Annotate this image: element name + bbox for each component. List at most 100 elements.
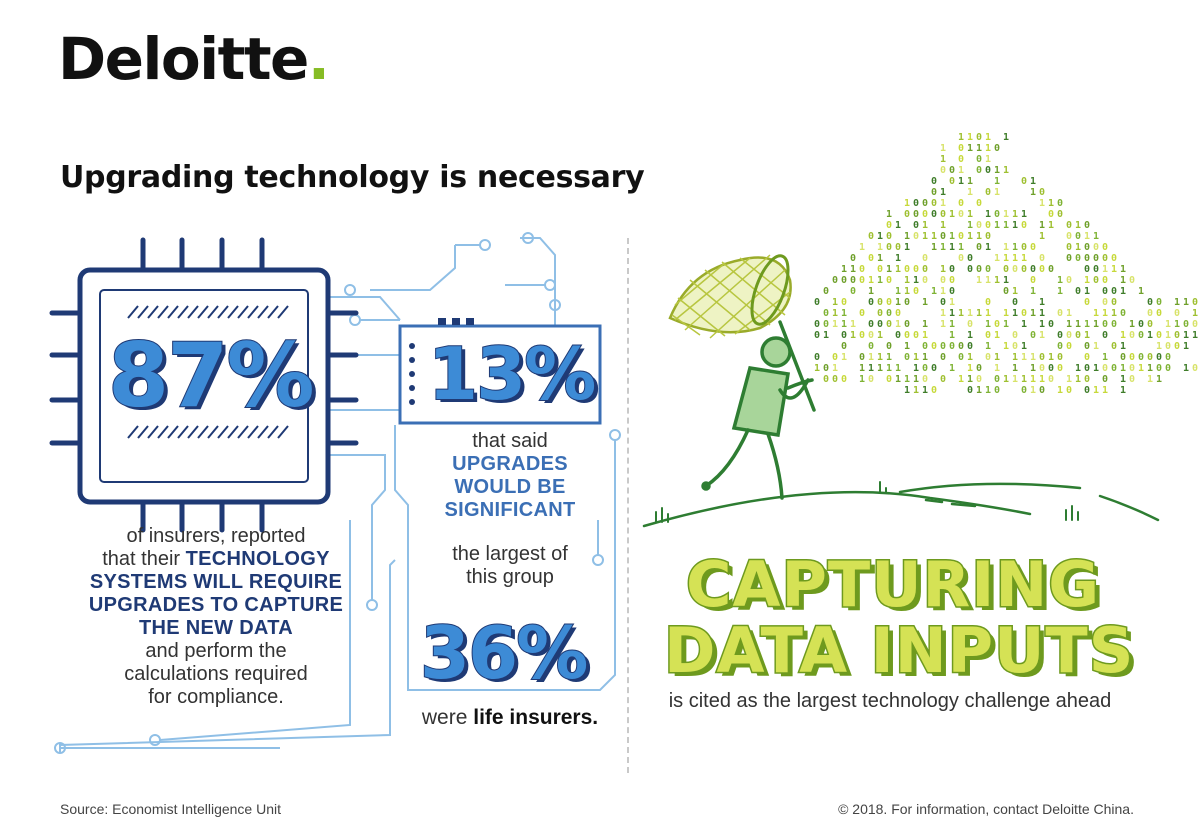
svg-text:1: 1 xyxy=(949,363,955,374)
stat-box-icon xyxy=(398,318,602,425)
svg-text:0: 0 xyxy=(1003,264,1009,275)
svg-text:0: 0 xyxy=(814,330,820,341)
svg-text:0: 0 xyxy=(1093,264,1099,275)
svg-text:1: 1 xyxy=(922,319,928,330)
svg-text:1: 1 xyxy=(1075,242,1081,253)
svg-text:1: 1 xyxy=(895,363,901,374)
svg-text:1: 1 xyxy=(868,363,874,374)
svg-text:1: 1 xyxy=(940,143,946,154)
svg-text:1: 1 xyxy=(1057,385,1063,396)
svg-text:1: 1 xyxy=(994,220,1000,231)
svg-text:1: 1 xyxy=(1165,319,1171,330)
svg-text:0: 0 xyxy=(1129,275,1135,286)
svg-text:0: 0 xyxy=(859,308,865,319)
svg-text:0: 0 xyxy=(1138,319,1144,330)
svg-text:1: 1 xyxy=(850,264,856,275)
svg-text:1: 1 xyxy=(904,385,910,396)
svg-text:0: 0 xyxy=(913,198,919,209)
svg-text:1: 1 xyxy=(1093,385,1099,396)
svg-text:1: 1 xyxy=(1093,308,1099,319)
svg-text:0: 0 xyxy=(1012,330,1018,341)
svg-text:0: 0 xyxy=(949,275,955,286)
svg-text:1: 1 xyxy=(1165,330,1171,341)
logo-dot: . xyxy=(307,25,330,93)
svg-text:1: 1 xyxy=(1003,220,1009,231)
svg-text:1: 1 xyxy=(895,264,901,275)
svg-text:1: 1 xyxy=(1120,374,1126,385)
svg-text:1: 1 xyxy=(1012,352,1018,363)
svg-text:1: 1 xyxy=(976,143,982,154)
svg-text:1: 1 xyxy=(877,253,883,264)
svg-text:1: 1 xyxy=(1075,220,1081,231)
svg-text:1: 1 xyxy=(904,198,910,209)
svg-text:1: 1 xyxy=(931,286,937,297)
svg-text:0: 0 xyxy=(1066,341,1072,352)
svg-text:1: 1 xyxy=(841,264,847,275)
svg-text:1: 1 xyxy=(1084,286,1090,297)
svg-text:0: 0 xyxy=(1129,352,1135,363)
svg-text:1: 1 xyxy=(940,220,946,231)
svg-text:0: 0 xyxy=(823,286,829,297)
svg-text:1: 1 xyxy=(895,374,901,385)
svg-text:0: 0 xyxy=(1030,275,1036,286)
svg-text:1: 1 xyxy=(832,297,838,308)
source-note: Source: Economist Intelligence Unit xyxy=(60,801,281,817)
svg-text:0: 0 xyxy=(1057,330,1063,341)
svg-text:1: 1 xyxy=(913,275,919,286)
svg-text:1: 1 xyxy=(1120,275,1126,286)
svg-text:0: 0 xyxy=(832,275,838,286)
svg-text:0: 0 xyxy=(1012,341,1018,352)
svg-text:0: 0 xyxy=(1093,242,1099,253)
svg-text:1: 1 xyxy=(1030,308,1036,319)
svg-text:0: 0 xyxy=(985,220,991,231)
svg-text:1: 1 xyxy=(1003,165,1009,176)
svg-text:0: 0 xyxy=(877,319,883,330)
svg-text:0: 0 xyxy=(967,319,973,330)
svg-text:1: 1 xyxy=(1039,198,1045,209)
svg-text:0: 0 xyxy=(904,352,910,363)
svg-text:1: 1 xyxy=(1012,253,1018,264)
svg-text:0: 0 xyxy=(940,374,946,385)
svg-text:0: 0 xyxy=(1156,308,1162,319)
svg-text:0: 0 xyxy=(1174,308,1180,319)
svg-text:1: 1 xyxy=(967,132,973,143)
svg-text:0: 0 xyxy=(868,297,874,308)
svg-text:0: 0 xyxy=(886,308,892,319)
svg-text:1: 1 xyxy=(1102,352,1108,363)
svg-text:0: 0 xyxy=(922,341,928,352)
svg-text:1: 1 xyxy=(823,330,829,341)
svg-text:1: 1 xyxy=(1174,297,1180,308)
stat-87-description: of insurers, reported that their TECHNOL… xyxy=(88,525,344,708)
svg-text:1: 1 xyxy=(1021,352,1027,363)
svg-text:1: 1 xyxy=(922,231,928,242)
svg-text:0: 0 xyxy=(886,319,892,330)
svg-text:1: 1 xyxy=(913,385,919,396)
capturing-heading: CAPTURING xyxy=(684,548,1101,621)
svg-text:0: 0 xyxy=(931,187,937,198)
svg-text:0: 0 xyxy=(913,220,919,231)
svg-text:1: 1 xyxy=(1003,374,1009,385)
svg-text:1: 1 xyxy=(1021,374,1027,385)
svg-text:1: 1 xyxy=(994,352,1000,363)
svg-text:0: 0 xyxy=(931,341,937,352)
svg-text:0: 0 xyxy=(1111,319,1117,330)
svg-text:1: 1 xyxy=(1102,308,1108,319)
svg-text:0: 0 xyxy=(1057,209,1063,220)
svg-text:0: 0 xyxy=(1048,264,1054,275)
svg-text:1: 1 xyxy=(976,275,982,286)
svg-text:0: 0 xyxy=(1102,363,1108,374)
svg-text:0: 0 xyxy=(1156,330,1162,341)
svg-text:1: 1 xyxy=(1030,187,1036,198)
svg-text:0: 0 xyxy=(958,154,964,165)
svg-text:1: 1 xyxy=(859,374,865,385)
svg-text:1: 1 xyxy=(958,176,964,187)
svg-text:1: 1 xyxy=(1030,374,1036,385)
svg-text:1: 1 xyxy=(994,165,1000,176)
svg-text:1: 1 xyxy=(1066,319,1072,330)
svg-text:1: 1 xyxy=(1093,231,1099,242)
svg-text:1: 1 xyxy=(1120,385,1126,396)
svg-text:0: 0 xyxy=(1156,352,1162,363)
svg-text:0: 0 xyxy=(1021,176,1027,187)
svg-text:1: 1 xyxy=(1021,341,1027,352)
svg-text:1: 1 xyxy=(1003,253,1009,264)
